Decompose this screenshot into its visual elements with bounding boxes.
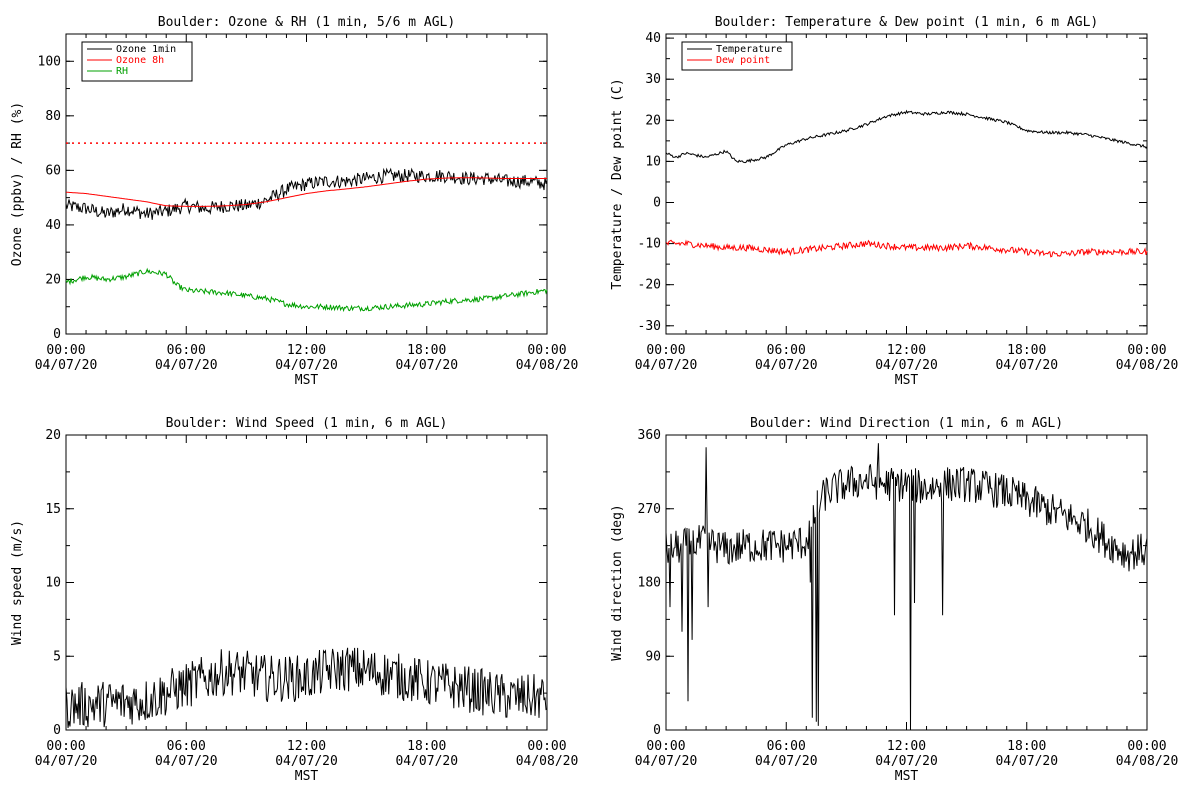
x-tick-date: 04/08/20 xyxy=(1116,358,1179,373)
y-tick-label: 80 xyxy=(45,109,61,124)
y-tick-label: 20 xyxy=(45,428,61,443)
x-tick-time: 12:00 xyxy=(287,343,326,358)
plot-frame xyxy=(665,33,1148,335)
chart-temp-dewpoint: Boulder: Temperature & Dew point (1 min,… xyxy=(610,15,1178,388)
x-tick-date: 04/08/20 xyxy=(1116,754,1179,769)
legend-label: Dew point xyxy=(716,55,770,66)
x-tick-time: 06:00 xyxy=(167,739,206,754)
y-axis-label: Wind speed (m/s) xyxy=(10,520,25,645)
y-tick-label: -20 xyxy=(638,278,661,293)
x-tick-time: 06:00 xyxy=(767,343,806,358)
y-tick-label: 20 xyxy=(45,272,61,287)
y-tick-label: 270 xyxy=(638,502,661,517)
y-tick-label: 15 xyxy=(45,502,61,517)
x-tick-date: 04/07/20 xyxy=(755,754,818,769)
x-tick-time: 00:00 xyxy=(646,343,685,358)
x-tick-date: 04/07/20 xyxy=(755,358,818,373)
x-tick-time: 18:00 xyxy=(407,343,446,358)
x-tick-date: 04/07/20 xyxy=(275,754,338,769)
legend-label: Ozone 1min xyxy=(116,44,176,55)
chart-title: Boulder: Wind Direction (1 min, 6 m AGL) xyxy=(750,416,1063,431)
x-tick-date: 04/07/20 xyxy=(35,754,98,769)
y-tick-label: 10 xyxy=(45,576,61,591)
x-tick-date: 04/07/20 xyxy=(155,754,218,769)
x-tick-time: 18:00 xyxy=(1007,739,1046,754)
y-tick-label: 10 xyxy=(645,154,661,169)
x-tick-time: 00:00 xyxy=(646,739,685,754)
x-tick-date: 04/07/20 xyxy=(395,358,458,373)
chart-wind-speed: Boulder: Wind Speed (1 min, 6 m AGL) 0 5 10… xyxy=(10,416,578,784)
x-tick-date: 04/07/20 xyxy=(35,358,98,373)
y-tick-label: 20 xyxy=(645,113,661,128)
x-tick-date: 04/07/20 xyxy=(875,754,938,769)
y-tick-label: 360 xyxy=(638,428,661,443)
series-line-data xyxy=(665,443,1148,731)
y-tick-label: -30 xyxy=(638,319,661,334)
legend-box xyxy=(681,41,793,71)
y-tick-label: 0 xyxy=(53,327,61,342)
x-tick-date: 04/07/20 xyxy=(635,754,698,769)
x-axis-label: MST xyxy=(295,373,319,388)
x-tick-time: 12:00 xyxy=(887,343,926,358)
series-line-rh xyxy=(65,267,548,313)
x-tick-date: 04/08/20 xyxy=(516,358,579,373)
x-tick-time: 12:00 xyxy=(287,739,326,754)
x-tick-time: 00:00 xyxy=(46,739,85,754)
y-axis-label: Ozone (ppbv) / RH (%) xyxy=(10,102,25,266)
x-axis-label: MST xyxy=(295,769,319,784)
chart-ozone-rh: Boulder: Ozone & RH (1 min, 5/6 m AGL) 0 2… xyxy=(10,15,578,388)
chart-title: Boulder: Temperature & Dew point (1 min,… xyxy=(715,15,1099,30)
series-line-temperature xyxy=(665,109,1148,164)
series-line-ozone-8h xyxy=(65,177,547,207)
y-axis-label: Wind direction (deg) xyxy=(610,504,625,661)
y-tick-label: 180 xyxy=(638,576,661,591)
x-tick-time: 00:00 xyxy=(1127,343,1166,358)
x-tick-time: 00:00 xyxy=(1127,739,1166,754)
y-tick-label: 0 xyxy=(653,195,661,210)
chart-title: Boulder: Wind Speed (1 min, 6 m AGL) xyxy=(166,416,448,431)
legend-label: Ozone 8h xyxy=(116,55,164,66)
series-line-dew-point xyxy=(665,239,1148,258)
y-tick-label: -10 xyxy=(638,237,661,252)
chart-wind-direction: Boulder: Wind Direction (1 min, 6 m AGL)… xyxy=(610,416,1178,784)
y-tick-label: 40 xyxy=(645,31,661,46)
series-line-ozone-1min xyxy=(65,167,548,220)
y-tick-label: 60 xyxy=(45,163,61,178)
x-tick-time: 18:00 xyxy=(407,739,446,754)
x-axis-label: MST xyxy=(895,373,919,388)
y-tick-label: 40 xyxy=(45,218,61,233)
y-tick-label: 0 xyxy=(653,723,661,738)
x-tick-time: 00:00 xyxy=(527,343,566,358)
y-tick-label: 5 xyxy=(53,649,61,664)
x-tick-time: 00:00 xyxy=(46,343,85,358)
x-tick-date: 04/08/20 xyxy=(516,754,579,769)
x-tick-date: 04/07/20 xyxy=(155,358,218,373)
x-axis-label: MST xyxy=(895,769,919,784)
plot-frame xyxy=(665,434,1148,731)
y-tick-label: 100 xyxy=(38,54,61,69)
y-axis-label: Temperature / Dew point (C) xyxy=(610,78,625,289)
series-line-data xyxy=(65,647,548,728)
x-tick-time: 00:00 xyxy=(527,739,566,754)
x-tick-date: 04/07/20 xyxy=(875,358,938,373)
x-tick-time: 12:00 xyxy=(887,739,926,754)
x-tick-date: 04/07/20 xyxy=(395,754,458,769)
x-tick-date: 04/07/20 xyxy=(995,358,1058,373)
x-tick-date: 04/07/20 xyxy=(635,358,698,373)
x-tick-time: 06:00 xyxy=(767,739,806,754)
chart-title: Boulder: Ozone & RH (1 min, 5/6 m AGL) xyxy=(158,15,455,30)
y-tick-label: 90 xyxy=(645,649,661,664)
x-tick-date: 04/07/20 xyxy=(275,358,338,373)
x-tick-date: 04/07/20 xyxy=(995,754,1058,769)
x-tick-time: 06:00 xyxy=(167,343,206,358)
y-tick-label: 30 xyxy=(645,72,661,87)
legend-label: Temperature xyxy=(716,44,782,55)
y-tick-label: 0 xyxy=(53,723,61,738)
x-tick-time: 18:00 xyxy=(1007,343,1046,358)
legend-label: RH xyxy=(116,66,128,77)
